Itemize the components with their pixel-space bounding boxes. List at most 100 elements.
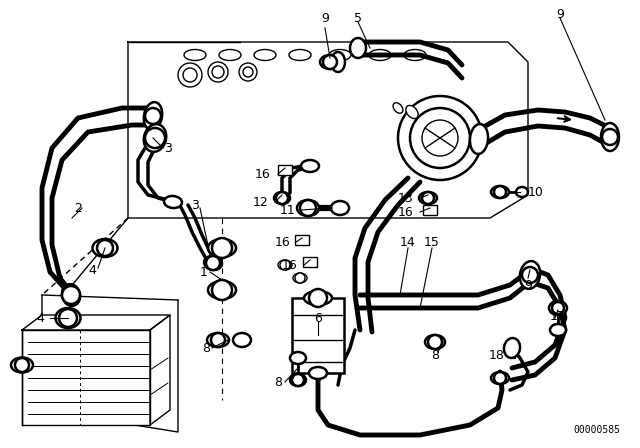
Text: 8: 8: [274, 375, 282, 388]
Ellipse shape: [254, 49, 276, 60]
Ellipse shape: [208, 239, 236, 257]
Circle shape: [145, 128, 165, 148]
Circle shape: [602, 129, 618, 145]
Text: 8: 8: [202, 341, 210, 354]
Polygon shape: [22, 315, 170, 330]
Text: 00000585: 00000585: [573, 425, 620, 435]
Text: 8: 8: [431, 349, 439, 362]
Circle shape: [292, 374, 304, 386]
Text: 9: 9: [524, 279, 532, 292]
Text: 1: 1: [200, 266, 208, 279]
Ellipse shape: [56, 308, 81, 328]
Text: 12: 12: [252, 195, 268, 208]
Ellipse shape: [204, 256, 222, 270]
Text: 5: 5: [354, 12, 362, 25]
Circle shape: [398, 96, 482, 180]
Circle shape: [206, 256, 220, 270]
Ellipse shape: [62, 284, 80, 306]
Text: 4: 4: [88, 263, 96, 276]
Bar: [423, 205, 437, 215]
Circle shape: [428, 335, 442, 349]
Bar: [303, 257, 317, 267]
Text: 16: 16: [281, 258, 297, 271]
Circle shape: [295, 273, 305, 283]
Circle shape: [211, 333, 225, 347]
Ellipse shape: [470, 124, 488, 154]
Ellipse shape: [331, 52, 345, 72]
Circle shape: [183, 68, 197, 82]
Circle shape: [239, 63, 257, 81]
Ellipse shape: [309, 368, 327, 378]
Circle shape: [178, 63, 202, 87]
Ellipse shape: [329, 49, 351, 60]
Ellipse shape: [184, 49, 206, 60]
Text: 6: 6: [314, 311, 322, 324]
Text: 9: 9: [321, 12, 329, 25]
Ellipse shape: [301, 160, 319, 172]
Text: 16: 16: [275, 236, 290, 249]
Polygon shape: [150, 315, 170, 425]
Ellipse shape: [290, 352, 306, 364]
Circle shape: [212, 66, 224, 78]
Text: 10: 10: [528, 185, 544, 198]
Circle shape: [323, 55, 337, 69]
Circle shape: [280, 260, 290, 270]
Ellipse shape: [369, 49, 391, 60]
Ellipse shape: [233, 333, 251, 347]
Circle shape: [300, 200, 316, 216]
Circle shape: [422, 120, 458, 156]
Circle shape: [494, 186, 506, 198]
Bar: [278, 165, 292, 175]
Circle shape: [212, 280, 232, 300]
Text: 14: 14: [400, 236, 416, 249]
Circle shape: [494, 372, 506, 384]
Ellipse shape: [297, 200, 319, 216]
Ellipse shape: [504, 338, 520, 358]
Text: 4: 4: [36, 311, 44, 324]
Ellipse shape: [331, 201, 349, 215]
Ellipse shape: [425, 335, 445, 349]
Text: 9: 9: [556, 8, 564, 21]
Ellipse shape: [491, 372, 509, 384]
Text: 16: 16: [397, 206, 413, 219]
Ellipse shape: [419, 192, 437, 204]
Circle shape: [145, 108, 161, 124]
Text: 17: 17: [550, 310, 566, 323]
Ellipse shape: [208, 281, 236, 299]
Text: 15: 15: [424, 236, 440, 249]
Ellipse shape: [549, 301, 567, 315]
Ellipse shape: [207, 333, 229, 347]
Circle shape: [410, 108, 470, 168]
Ellipse shape: [289, 49, 311, 60]
Text: 3: 3: [164, 142, 172, 155]
Ellipse shape: [304, 291, 332, 305]
Circle shape: [59, 309, 77, 327]
Ellipse shape: [293, 273, 307, 283]
Ellipse shape: [491, 186, 509, 198]
Circle shape: [97, 240, 113, 256]
Ellipse shape: [278, 260, 292, 270]
Ellipse shape: [164, 196, 182, 208]
Text: 13: 13: [397, 191, 413, 204]
Ellipse shape: [309, 367, 327, 379]
Ellipse shape: [320, 55, 340, 69]
Ellipse shape: [516, 187, 528, 197]
Ellipse shape: [274, 192, 290, 204]
Circle shape: [243, 67, 253, 77]
Ellipse shape: [11, 358, 33, 372]
Ellipse shape: [601, 123, 619, 151]
Text: 18: 18: [489, 349, 505, 362]
Ellipse shape: [350, 38, 366, 58]
Text: 11: 11: [279, 203, 295, 216]
Text: 2: 2: [74, 202, 82, 215]
Ellipse shape: [144, 102, 162, 130]
Circle shape: [208, 62, 228, 82]
Bar: [22, 330, 150, 425]
Circle shape: [15, 358, 29, 372]
Circle shape: [62, 286, 80, 304]
Text: 16: 16: [254, 168, 270, 181]
Circle shape: [422, 192, 434, 204]
Circle shape: [552, 302, 564, 314]
Ellipse shape: [144, 124, 166, 152]
Ellipse shape: [550, 324, 566, 336]
